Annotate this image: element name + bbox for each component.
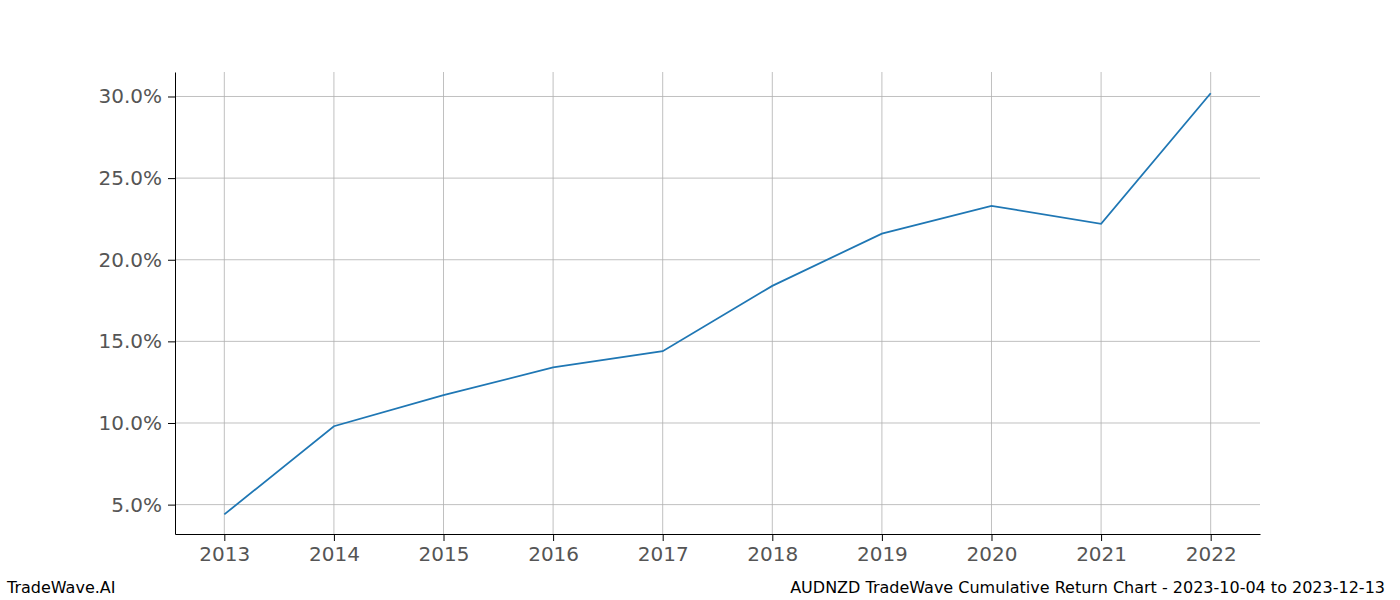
x-tick: 2017 <box>638 534 689 566</box>
y-tick-mark <box>168 178 175 179</box>
x-tick: 2020 <box>967 534 1018 566</box>
x-tick: 2013 <box>199 534 250 566</box>
grid-line <box>333 72 334 534</box>
x-tick: 2015 <box>419 534 470 566</box>
y-tick-mark <box>168 96 175 97</box>
x-tick-mark <box>663 534 664 541</box>
grid-line <box>175 422 1260 423</box>
footer-left: TradeWave.AI <box>6 578 115 597</box>
grid-line <box>1210 72 1211 534</box>
x-tick-mark <box>444 534 445 541</box>
y-tick-label: 10.0% <box>98 411 162 435</box>
grid-line <box>443 72 444 534</box>
x-tick-label: 2022 <box>1186 542 1237 566</box>
plot: 2013 2014 2015 2016 2017 2018 2019 2020 2021 2022… <box>98 72 1260 566</box>
y-tick-label: 5.0% <box>111 493 162 517</box>
y-tick: 5.0% <box>111 493 175 517</box>
y-tick: 15.0% <box>98 329 175 353</box>
y-tick-mark <box>168 505 175 506</box>
grid-line <box>991 72 992 534</box>
grid <box>175 72 1260 534</box>
grid-line <box>772 72 773 534</box>
x-tick-mark <box>553 534 554 541</box>
x-tick: 2022 <box>1186 534 1237 566</box>
y-axis-line <box>175 73 176 535</box>
grid-line <box>175 259 1260 260</box>
x-tick-mark <box>1101 534 1102 541</box>
x-tick: 2018 <box>747 534 798 566</box>
grid-line <box>175 96 1260 97</box>
grid-line <box>553 72 554 534</box>
x-tick: 2014 <box>309 534 360 566</box>
x-axis: 2013 2014 2015 2016 2017 2018 2019 2020 2021 2022 <box>176 534 1261 566</box>
y-axis: 5.0% 10.0% 15.0% 20.0% 25.0% 30.0% <box>98 73 175 535</box>
x-tick-label: 2014 <box>309 542 360 566</box>
y-tick-label: 15.0% <box>98 329 162 353</box>
y-tick-mark <box>168 260 175 261</box>
x-tick: 2019 <box>857 534 908 566</box>
x-tick-label: 2017 <box>638 542 689 566</box>
y-tick: 25.0% <box>98 166 175 190</box>
y-tick-mark <box>168 423 175 424</box>
x-tick-mark <box>224 534 225 541</box>
x-axis-line <box>176 534 1261 535</box>
y-tick-mark <box>168 341 175 342</box>
x-tick-mark <box>882 534 883 541</box>
grid-line <box>1101 72 1102 534</box>
chart: 2013 2014 2015 2016 2017 2018 2019 2020 2021 2022… <box>0 0 1400 600</box>
x-tick-label: 2013 <box>199 542 250 566</box>
y-tick: 10.0% <box>98 411 175 435</box>
y-tick-label: 25.0% <box>98 166 162 190</box>
x-tick-label: 2018 <box>747 542 798 566</box>
grid-line <box>224 72 225 534</box>
x-tick-label: 2019 <box>857 542 908 566</box>
y-tick-label: 30.0% <box>98 84 162 108</box>
grid-line <box>662 72 663 534</box>
y-tick: 30.0% <box>98 84 175 108</box>
y-tick: 20.0% <box>98 248 175 272</box>
x-tick-mark <box>1211 534 1212 541</box>
x-tick-label: 2016 <box>528 542 579 566</box>
grid-line <box>175 341 1260 342</box>
grid-line <box>175 178 1260 179</box>
grid-line <box>881 72 882 534</box>
footer-right: AUDNZD TradeWave Cumulative Return Chart… <box>790 578 1385 597</box>
series <box>224 93 1210 514</box>
grid-line <box>175 504 1260 505</box>
y-tick-label: 20.0% <box>98 248 162 272</box>
line <box>224 93 1210 514</box>
x-tick-mark <box>991 534 992 541</box>
x-tick: 2021 <box>1076 534 1127 566</box>
x-tick-mark <box>772 534 773 541</box>
x-tick-label: 2015 <box>419 542 470 566</box>
x-tick-mark <box>334 534 335 541</box>
x-tick-label: 2021 <box>1076 542 1127 566</box>
x-tick: 2016 <box>528 534 579 566</box>
x-tick-label: 2020 <box>967 542 1018 566</box>
